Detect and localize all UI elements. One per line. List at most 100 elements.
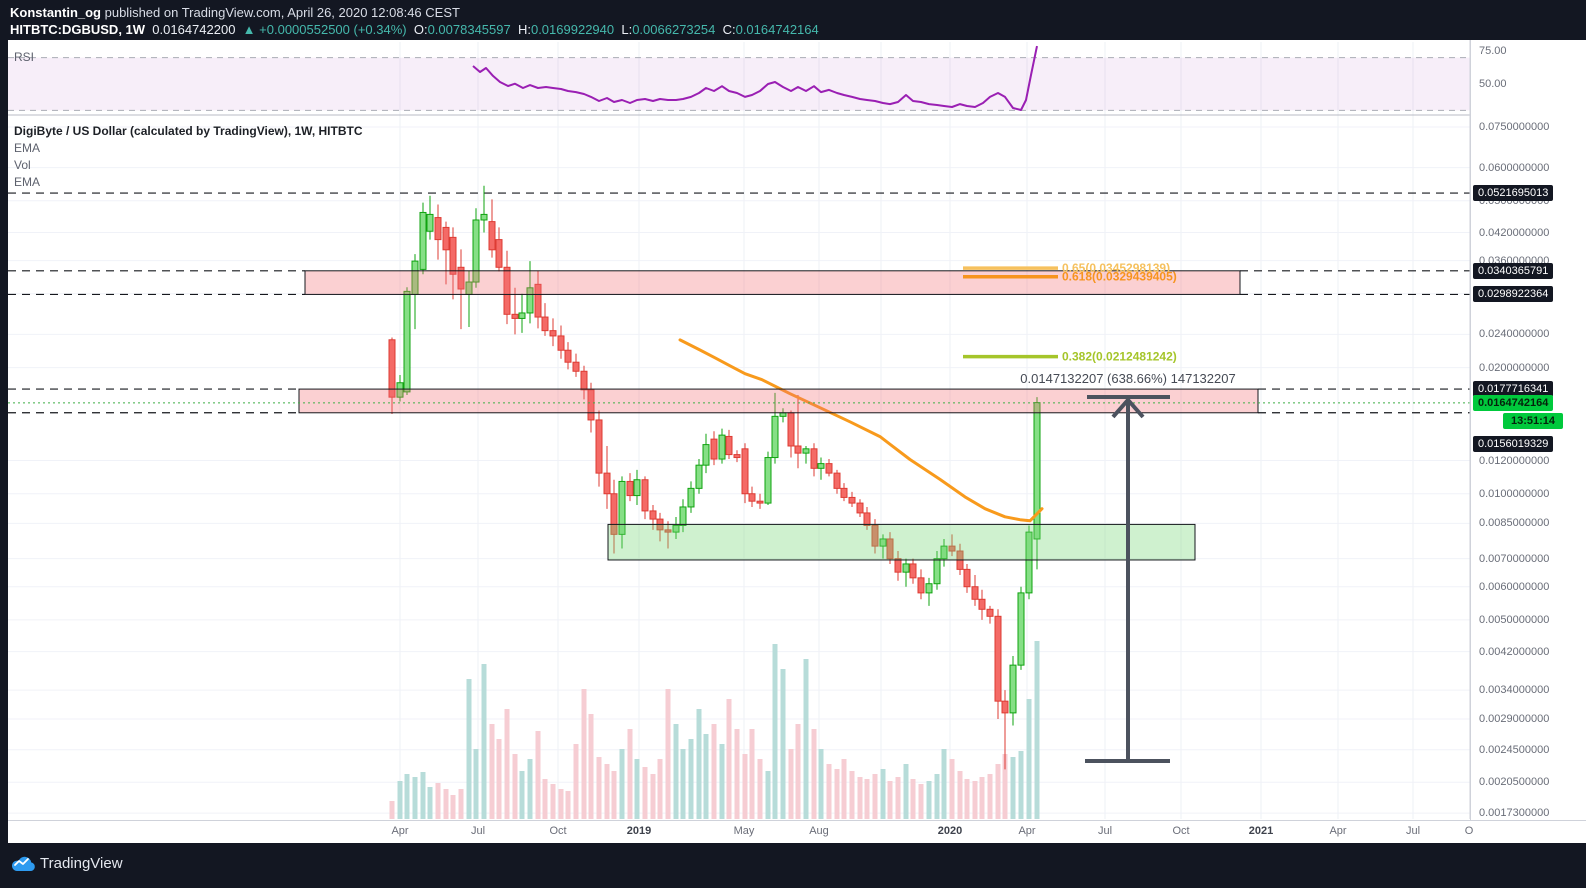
measure-arrowhead[interactable] xyxy=(1111,397,1145,419)
candle-body xyxy=(687,487,695,508)
legend-ema1[interactable]: EMA xyxy=(14,141,41,155)
volume-bar xyxy=(964,779,970,819)
symbol-name: HITBTC:DGBUSD, 1W xyxy=(10,22,146,37)
price-level-label: 0.0340365791 xyxy=(1473,262,1554,279)
volume-bar xyxy=(650,774,656,819)
volume-bar xyxy=(772,644,778,819)
ohlc-c-label: C: xyxy=(722,22,736,37)
time-axis-label: Jul xyxy=(470,825,486,837)
candle-body xyxy=(917,577,925,594)
time-axis[interactable]: Apr Jul Oct 2019 May Aug 2020 Apr Jul Oct 2021 Apr J… xyxy=(8,820,1586,844)
candle-body xyxy=(764,457,772,504)
volume-bar xyxy=(742,754,748,819)
candle-body xyxy=(649,510,657,520)
candle-body xyxy=(978,598,986,610)
candle-body xyxy=(580,370,588,391)
volume-bar xyxy=(688,739,694,819)
volume-bar xyxy=(795,724,801,819)
candle-body xyxy=(664,529,672,533)
volume-bar xyxy=(573,744,579,819)
candle-body xyxy=(725,435,733,456)
volume-bar xyxy=(1002,754,1008,819)
volume-bar xyxy=(527,759,533,819)
volume-bar xyxy=(435,783,441,819)
author-name: Konstantin_og xyxy=(10,5,101,20)
volume-bar xyxy=(504,709,510,819)
candle-body xyxy=(472,219,480,283)
volume-bar xyxy=(934,774,940,819)
candle-body xyxy=(626,480,634,497)
candle-body xyxy=(587,389,595,421)
time-axis-label: Jul xyxy=(1097,825,1113,837)
volume-bar xyxy=(535,731,541,819)
last-price-label: 0.0164742164 xyxy=(1473,394,1554,411)
volume-bar xyxy=(473,749,479,819)
candle-body xyxy=(1001,700,1009,714)
volume-bar xyxy=(1018,751,1024,819)
rsi-pane-label[interactable]: RSI xyxy=(14,50,35,64)
price-axis-label: 0.0240000000 xyxy=(1479,328,1550,341)
volume-bar xyxy=(841,759,847,819)
tradingview-logo-icon[interactable] xyxy=(10,854,36,874)
price-axis-label: 0.0100000000 xyxy=(1479,487,1550,500)
volume-bar xyxy=(949,759,955,819)
time-axis-label: May xyxy=(733,825,755,837)
price-axis-label: 50.00 xyxy=(1479,78,1507,90)
candle-body xyxy=(894,558,902,573)
price-axis-label: 0.0034000000 xyxy=(1479,684,1550,697)
volume-bar xyxy=(957,771,963,819)
candle-body xyxy=(871,524,879,547)
candle-body xyxy=(695,464,703,489)
candle-body xyxy=(1017,592,1025,666)
price-axis-label: 0.0120000000 xyxy=(1479,454,1550,467)
volume-bar xyxy=(665,689,671,819)
volume-bar xyxy=(450,795,456,819)
price-level-label: 0.0156019329 xyxy=(1473,436,1554,452)
candle-body xyxy=(633,479,641,497)
time-axis-label: Apr xyxy=(1329,825,1347,837)
candle-body xyxy=(396,382,404,398)
resistance-zone[interactable] xyxy=(298,388,1259,414)
volume-bar xyxy=(972,781,978,819)
candle-body xyxy=(856,502,864,514)
volume-bar xyxy=(542,779,548,819)
volume-bar xyxy=(788,749,794,819)
volume-bar xyxy=(427,787,433,819)
publish-info: Konstantin_og published on TradingView.c… xyxy=(10,5,460,20)
support-zone[interactable] xyxy=(607,523,1196,561)
candle-body xyxy=(388,339,396,398)
candle-body xyxy=(810,448,818,469)
candle-body xyxy=(595,419,603,474)
candle-body xyxy=(879,538,887,547)
legend-vol[interactable]: Vol xyxy=(14,158,31,172)
candle-body xyxy=(511,313,519,319)
candle-body xyxy=(963,568,971,588)
candle-body xyxy=(994,615,1002,702)
legend-ema2[interactable]: EMA xyxy=(14,175,41,189)
header-bar: Konstantin_og published on TradingView.c… xyxy=(0,0,1586,40)
chart-legend-title[interactable]: DigiByte / US Dollar (calculated by Trad… xyxy=(14,124,363,138)
tradingview-brand-text[interactable]: TradingView xyxy=(40,855,123,872)
volume-bar xyxy=(918,784,924,819)
volume-bar xyxy=(849,771,855,819)
fib-level-label: 0.618(0.0329439405) xyxy=(1062,270,1177,284)
time-axis-label: Oct xyxy=(549,825,567,837)
candle-body xyxy=(610,493,618,535)
price-chart[interactable]: 0.65(0.0345298139)0.618(0.0329439405) 0.3… xyxy=(8,40,1470,820)
volume-bar xyxy=(880,769,886,819)
volume-bar xyxy=(389,801,395,819)
candle-body xyxy=(1025,531,1033,594)
candle-body xyxy=(434,217,442,241)
price-axis-label: 0.0200000000 xyxy=(1479,361,1550,374)
time-axis-label: O xyxy=(1464,825,1474,837)
candle-body xyxy=(863,512,871,526)
candle-body xyxy=(442,226,450,251)
candle-body xyxy=(787,412,795,447)
candle-body xyxy=(403,290,411,393)
price-axis-label: 0.0042000000 xyxy=(1479,645,1550,658)
volume-bar xyxy=(711,724,717,819)
price-axis[interactable]: 75.0050.000.07500000000.06000000000.0500… xyxy=(1470,40,1586,820)
candle-body xyxy=(779,412,787,417)
candle-body xyxy=(518,312,526,319)
volume-bar xyxy=(734,729,740,819)
